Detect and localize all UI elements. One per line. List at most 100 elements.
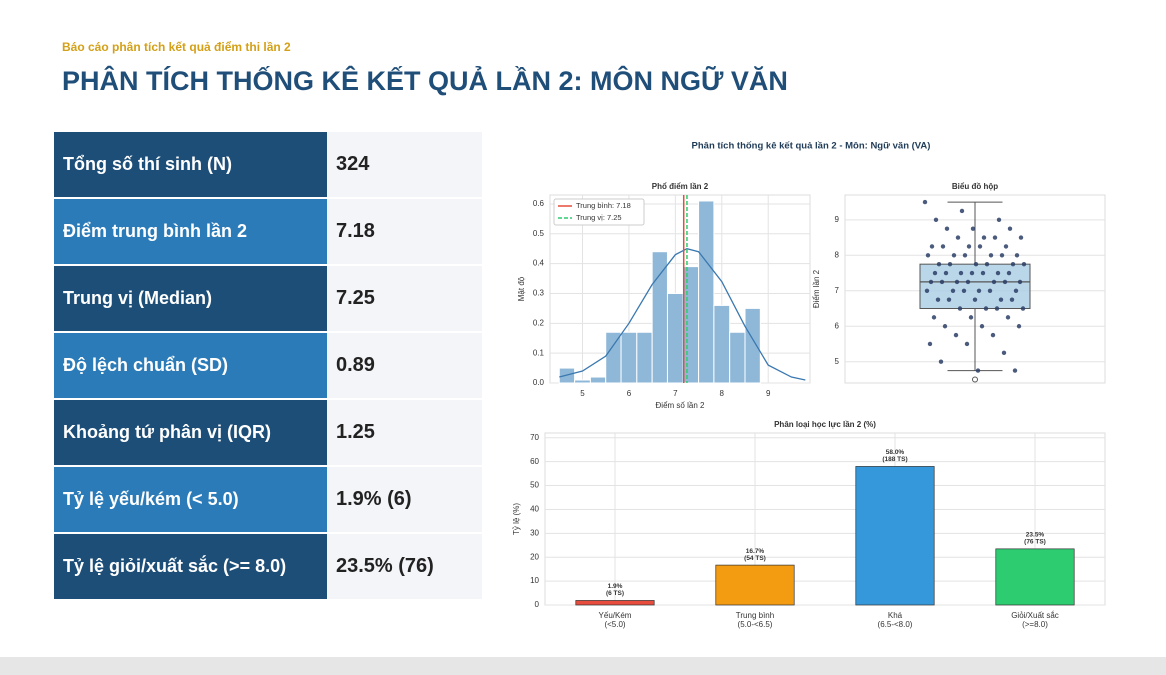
stat-value: 1.25 bbox=[327, 399, 482, 467]
data-point bbox=[951, 253, 957, 258]
histogram-bar bbox=[682, 266, 700, 384]
legend-label: Trung vị: 7.25 bbox=[576, 213, 622, 222]
figure-title: Phân tích thống kê kết quả lần 2 - Môn: … bbox=[692, 141, 931, 152]
data-point bbox=[959, 208, 965, 214]
y-tick-label: 70 bbox=[530, 433, 539, 442]
figure: Phân tích thống kê kết quả lần 2 - Môn: … bbox=[512, 141, 1106, 629]
y-tick-label: 0.0 bbox=[533, 378, 545, 387]
data-point bbox=[1012, 368, 1018, 373]
data-point bbox=[969, 270, 975, 276]
data-point bbox=[944, 226, 950, 231]
histogram-bar bbox=[636, 331, 653, 384]
data-point bbox=[1006, 270, 1012, 276]
x-tick-label: Giỏi/Xuất sắc bbox=[1011, 611, 1059, 620]
y-tick-label: 5 bbox=[835, 357, 840, 366]
data-point bbox=[994, 306, 1000, 311]
y-tick-label: 8 bbox=[835, 250, 840, 259]
table-row: Độ lệch chuẩn (SD) 0.89 bbox=[54, 332, 482, 400]
data-point bbox=[996, 217, 1002, 223]
table-row: Tổng số thí sinh (N) 324 bbox=[54, 132, 482, 199]
legend-label: Trung bình: 7.18 bbox=[576, 201, 631, 210]
data-point bbox=[972, 297, 978, 302]
stat-value: 23.5% (76) bbox=[327, 533, 482, 601]
histogram-bar bbox=[574, 379, 591, 384]
kde-line bbox=[559, 248, 806, 381]
data-point bbox=[1017, 279, 1023, 285]
value-label: 16.7% bbox=[746, 548, 765, 555]
bar bbox=[715, 564, 795, 606]
histogram-bar bbox=[729, 331, 746, 384]
data-point bbox=[988, 253, 994, 258]
chart-title: Biểu đồ hộp bbox=[952, 182, 998, 191]
x-tick-label: Yếu/Kém bbox=[599, 611, 632, 620]
data-point bbox=[953, 332, 959, 338]
value-label: 23.5% bbox=[1026, 532, 1045, 539]
x-tick-sublabel: (5.0-<6.5) bbox=[738, 620, 773, 629]
stat-label: Tỷ lệ giỏi/xuất sắc (>= 8.0) bbox=[54, 533, 327, 601]
y-axis-label: Mật độ bbox=[517, 276, 526, 301]
data-point bbox=[922, 199, 928, 205]
y-tick-label: 0.5 bbox=[533, 229, 545, 238]
data-point bbox=[987, 288, 993, 293]
data-point bbox=[1016, 324, 1022, 329]
stat-value: 0.89 bbox=[327, 332, 482, 400]
x-tick-sublabel: (>=8.0) bbox=[1022, 620, 1048, 629]
data-point bbox=[990, 332, 996, 338]
data-point bbox=[1013, 288, 1019, 293]
data-point bbox=[1002, 279, 1008, 285]
data-point bbox=[981, 235, 987, 240]
y-tick-label: 40 bbox=[530, 505, 539, 514]
data-point bbox=[1018, 235, 1024, 240]
data-point bbox=[991, 279, 997, 285]
y-tick-label: 30 bbox=[530, 528, 539, 537]
data-point bbox=[998, 297, 1004, 302]
count-label: (54 TS) bbox=[744, 555, 766, 562]
data-point bbox=[947, 261, 953, 267]
histogram-bar bbox=[589, 376, 607, 384]
histogram-bar bbox=[605, 331, 622, 384]
histogram-bar bbox=[651, 251, 668, 384]
stats-table: Tổng số thí sinh (N) 324 Điểm trung bình l… bbox=[54, 132, 482, 601]
y-axis-label: Tỷ lệ (%) bbox=[512, 503, 521, 535]
stat-label: Tỷ lệ yếu/kém (< 5.0) bbox=[54, 466, 327, 534]
data-point bbox=[1001, 350, 1007, 356]
data-point bbox=[929, 244, 935, 249]
y-tick-label: 9 bbox=[835, 215, 840, 224]
y-tick-label: 7 bbox=[835, 286, 840, 295]
x-tick-label: 5 bbox=[580, 389, 585, 398]
box bbox=[919, 263, 1031, 310]
x-tick-label: 9 bbox=[766, 389, 771, 398]
stat-value: 7.25 bbox=[327, 265, 482, 333]
data-point bbox=[976, 288, 982, 293]
page-title: PHÂN TÍCH THỐNG KÊ KẾT QUẢ LẦN 2: MÔN NG… bbox=[62, 66, 788, 96]
data-point bbox=[1021, 261, 1027, 267]
stat-label: Trung vị (Median) bbox=[54, 265, 327, 333]
y-tick-label: 60 bbox=[530, 457, 539, 466]
bar bbox=[855, 466, 935, 606]
stat-label: Điểm trung bình lần 2 bbox=[54, 198, 327, 266]
data-point bbox=[924, 288, 930, 293]
data-point bbox=[935, 297, 941, 302]
histogram-bar bbox=[698, 200, 715, 384]
stat-value: 324 bbox=[327, 132, 482, 199]
data-point bbox=[932, 270, 938, 276]
stat-label: Tổng số thí sinh (N) bbox=[54, 132, 327, 199]
histogram-bar bbox=[666, 292, 684, 384]
data-point bbox=[950, 288, 956, 293]
count-label: (6 TS) bbox=[606, 590, 624, 597]
data-point bbox=[1020, 306, 1026, 311]
x-tick-sublabel: (<5.0) bbox=[604, 620, 625, 629]
stat-label: Độ lệch chuẩn (SD) bbox=[54, 332, 327, 400]
data-point bbox=[938, 359, 944, 364]
count-label: (188 TS) bbox=[882, 456, 907, 463]
table-row: Khoảng tứ phân vị (IQR) 1.25 bbox=[54, 399, 482, 467]
x-tick-label: 7 bbox=[673, 389, 678, 398]
x-tick-label: 6 bbox=[627, 389, 632, 398]
value-label: 1.9% bbox=[608, 583, 623, 590]
data-point bbox=[975, 368, 981, 373]
x-tick-sublabel: (6.5-<8.0) bbox=[878, 620, 913, 629]
data-point bbox=[984, 261, 990, 267]
y-tick-label: 20 bbox=[530, 552, 539, 561]
data-point bbox=[946, 297, 952, 302]
